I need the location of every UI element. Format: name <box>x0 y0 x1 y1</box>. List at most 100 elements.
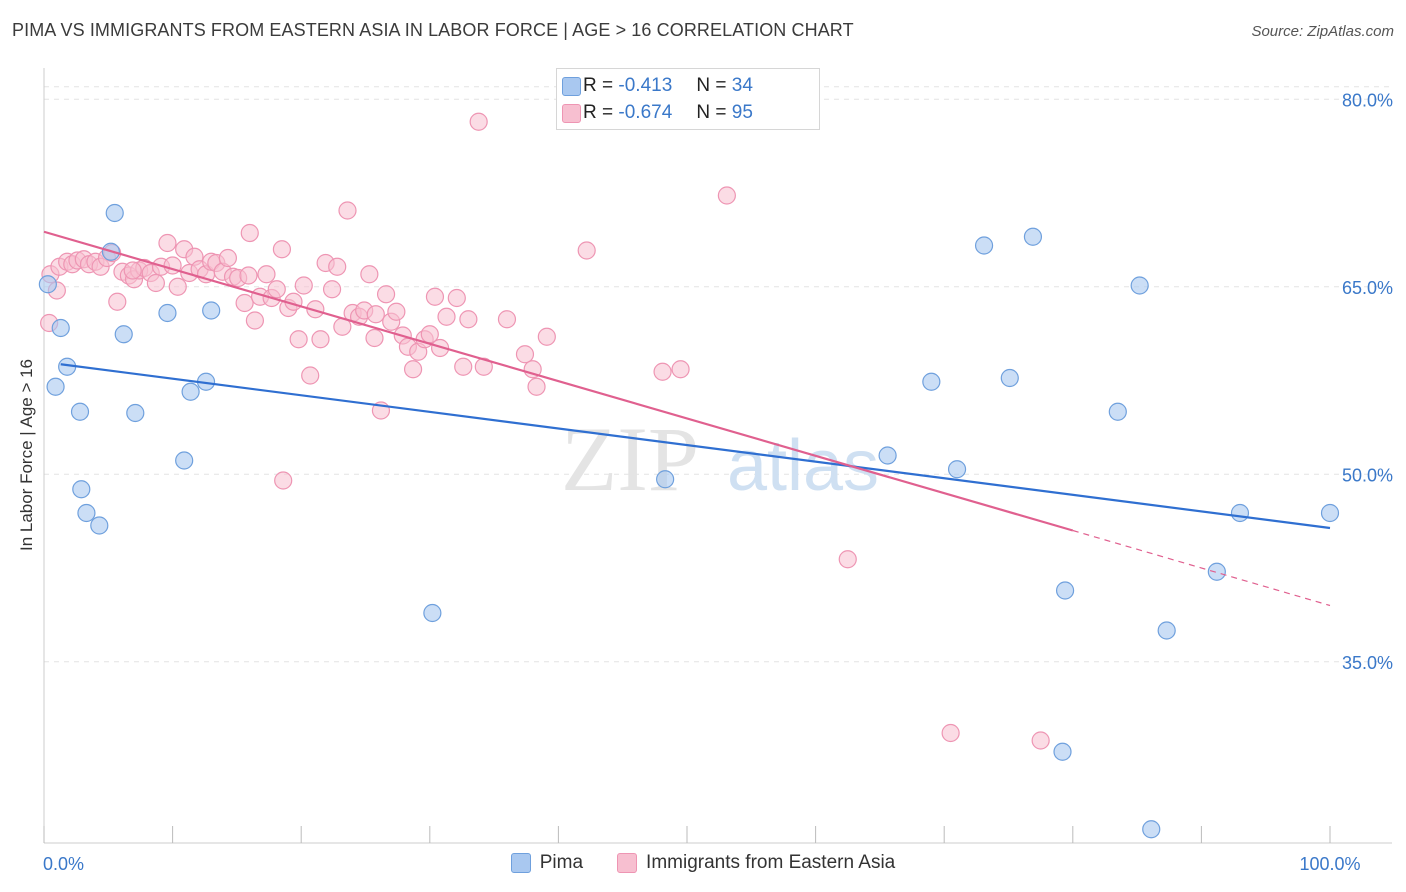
pima-point <box>181 382 200 401</box>
series-pima-points <box>38 203 1340 839</box>
eastern-asia-point <box>425 287 445 306</box>
legend-swatch-pima <box>510 853 531 873</box>
pima-point <box>878 446 897 465</box>
pima-point <box>1108 402 1127 421</box>
pima-point <box>105 203 124 223</box>
pima-point <box>1230 503 1250 523</box>
pima-point <box>1157 621 1176 640</box>
chart-title: PIMA VS IMMIGRANTS FROM EASTERN ASIA IN … <box>12 20 854 40</box>
eastern-asia-point <box>240 223 259 243</box>
eastern-asia-point <box>267 280 286 299</box>
stats-n-value: 34 <box>731 75 753 96</box>
eastern-asia-point <box>941 723 960 743</box>
y-tick-label: 35.0% <box>1342 653 1393 673</box>
eastern-asia-point <box>218 248 237 268</box>
stats-legend: R = -0.413 N = 34 R = -0.674 N = 95 <box>556 68 820 130</box>
stats-row-eastern: R = -0.674 N = 95 <box>562 100 753 126</box>
watermark-zip: ZIP <box>561 408 699 510</box>
legend-item-eastern-asia[interactable]: Immigrants from Eastern Asia <box>617 852 895 874</box>
pima-point <box>114 325 133 344</box>
x-tick-label: 100.0% <box>1299 854 1360 874</box>
pima-point <box>38 275 57 294</box>
y-tick-label: 65.0% <box>1342 278 1393 298</box>
stats-n-label: N = <box>696 75 727 96</box>
y-tick-label: 80.0% <box>1342 90 1393 110</box>
pima-point <box>70 402 90 421</box>
eastern-asia-point <box>239 266 258 285</box>
eastern-asia-point <box>257 265 276 284</box>
pima-point <box>922 372 941 391</box>
pima-point <box>51 318 70 338</box>
eastern-asia-trend-extension <box>1072 529 1331 607</box>
pima-point <box>175 451 194 470</box>
eastern-asia-point <box>360 265 379 284</box>
y-axis-label: In Labor Force | Age > 16 <box>17 358 36 552</box>
pima-trend-line <box>60 363 1331 530</box>
pima-point <box>77 503 96 523</box>
eastern-asia-point <box>272 240 292 259</box>
stats-swatch-pima <box>562 76 581 96</box>
stats-r-label: R = <box>583 102 614 123</box>
eastern-asia-point <box>469 112 488 131</box>
eastern-asia-point <box>294 276 313 295</box>
stats-r-label: R = <box>583 75 614 96</box>
eastern-asia-point <box>430 338 450 358</box>
trend-lines <box>43 230 1331 607</box>
eastern-asia-point <box>301 366 320 385</box>
pima-point <box>947 460 967 479</box>
pima-point <box>158 303 177 323</box>
eastern-asia-point <box>366 305 385 324</box>
pima-point <box>1000 368 1019 388</box>
stats-r-value: -0.413 <box>618 75 673 96</box>
legend-swatch-eastern-asia <box>617 853 638 873</box>
eastern-asia-point <box>454 357 473 376</box>
pima-point <box>1023 227 1043 246</box>
legend-label-pima: Pima <box>539 852 584 873</box>
eastern-asia-point <box>1031 731 1050 750</box>
eastern-asia-point <box>474 357 493 376</box>
watermark: ZIP atlas <box>561 408 879 510</box>
eastern-asia-point <box>497 310 517 329</box>
legend-item-pima[interactable]: Pima <box>510 852 584 874</box>
source-label: Source: ZipAtlas.com <box>1251 23 1394 40</box>
pima-point <box>46 377 65 396</box>
pima-point <box>1053 742 1072 761</box>
pima-point <box>423 603 442 623</box>
pima-point <box>1142 820 1161 839</box>
eastern-asia-point <box>537 327 556 346</box>
pima-point <box>126 403 145 423</box>
eastern-asia-point <box>653 362 672 381</box>
eastern-asia-trend-line <box>43 230 1074 532</box>
eastern-asia-point <box>671 360 690 379</box>
eastern-asia-point <box>123 261 142 280</box>
eastern-asia-point <box>403 360 423 379</box>
eastern-asia-point <box>717 186 736 205</box>
stats-row-pima: R = -0.413 N = 34 <box>562 73 753 99</box>
eastern-asia-point <box>838 550 857 569</box>
eastern-asia-point <box>274 471 293 490</box>
eastern-asia-point <box>168 277 187 296</box>
eastern-asia-point <box>306 300 325 319</box>
legend-label-eastern-asia: Immigrants from Eastern Asia <box>646 852 896 873</box>
stats-n-value: 95 <box>731 102 753 123</box>
pima-point <box>1320 503 1340 523</box>
pima-point <box>1207 562 1226 581</box>
eastern-asia-point <box>376 285 396 304</box>
eastern-asia-point <box>289 330 308 349</box>
eastern-asia-point <box>108 292 127 311</box>
eastern-asia-point <box>459 310 478 329</box>
eastern-asia-point <box>235 293 254 313</box>
pima-point <box>90 516 109 535</box>
series-eastern-asia-points <box>40 112 1050 750</box>
pima-point <box>656 470 675 489</box>
axes <box>43 68 1392 844</box>
eastern-asia-point <box>527 377 546 396</box>
eastern-asia-point <box>577 241 596 260</box>
pima-point <box>1130 276 1149 295</box>
eastern-asia-point <box>338 201 357 220</box>
eastern-asia-point <box>437 307 456 326</box>
stats-n-label: N = <box>696 102 727 123</box>
eastern-asia-point <box>365 328 384 348</box>
eastern-asia-point <box>311 330 330 349</box>
pima-point <box>72 480 91 499</box>
